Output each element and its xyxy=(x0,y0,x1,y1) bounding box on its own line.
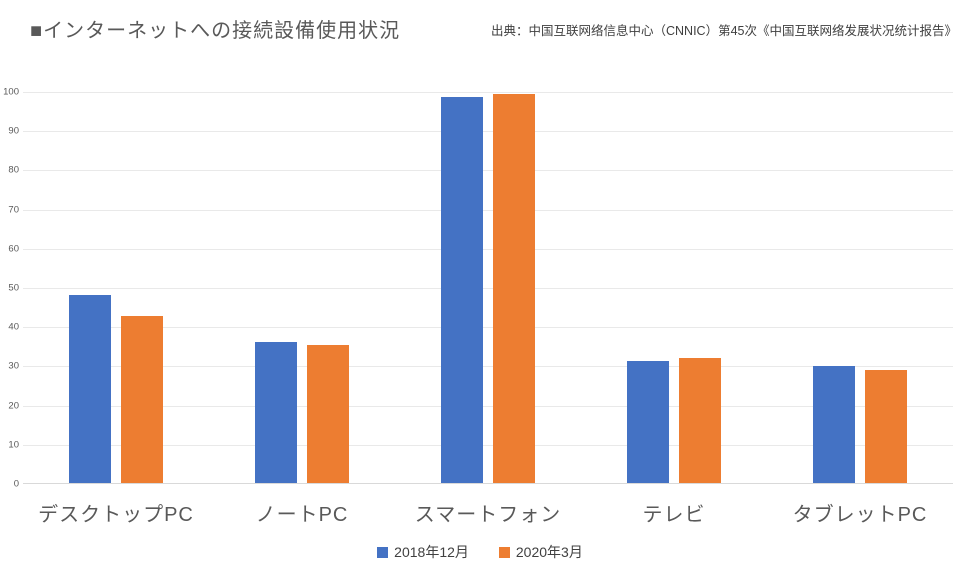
bar-2018年12月-ノートPC xyxy=(255,342,297,483)
legend-item: 2020年3月 xyxy=(498,542,583,562)
gridline xyxy=(23,209,953,211)
category-label: スマートフォン xyxy=(414,504,562,526)
bar-2018年12月-デスクトップPC xyxy=(69,294,111,483)
source-note: 出典：中国互联网络信息中心（CNNIC）第45次《中国互联网络发展状况统计报告》 xyxy=(491,24,957,38)
y-axis-tick-label: 20 xyxy=(8,400,19,412)
category-label: デスクトップPC xyxy=(38,504,194,526)
gridline xyxy=(23,366,953,368)
y-axis-tick-label: 50 xyxy=(8,282,19,294)
category-label: テレビ xyxy=(642,504,706,526)
gridline xyxy=(23,327,953,329)
category-label: ノートPC xyxy=(255,504,349,526)
y-axis-tick-label: 90 xyxy=(8,125,19,137)
legend-label: 2020年3月 xyxy=(515,544,583,560)
bar-2020年3月-スマートフォン xyxy=(493,93,535,483)
category-label: タブレットPC xyxy=(792,504,928,526)
y-axis-tick-label: 40 xyxy=(8,321,19,333)
y-axis-tick-label: 10 xyxy=(8,439,19,451)
legend: 2018年12月 2020年3月 xyxy=(0,542,960,562)
bar-2018年12月-スマートフォン xyxy=(441,96,483,483)
y-axis-tick-label: 0 xyxy=(13,478,19,490)
gridline xyxy=(23,248,953,250)
y-axis-tick-label: 80 xyxy=(8,164,19,176)
bar-2018年12月-テレビ xyxy=(627,361,669,483)
gridline xyxy=(23,131,953,133)
legend-item: 2018年12月 xyxy=(377,542,469,562)
bar-2018年12月-タブレットPC xyxy=(813,366,855,483)
gridline xyxy=(23,444,953,446)
bar-2020年3月-ノートPC xyxy=(307,345,349,483)
gridline xyxy=(23,170,953,172)
legend-swatch-icon xyxy=(377,546,389,558)
y-axis-tick-label: 70 xyxy=(8,204,19,216)
bar-2020年3月-テレビ xyxy=(679,357,721,483)
chart-title: ■インターネットへの接続設備使用状況 xyxy=(30,20,401,42)
y-axis-tick-label: 100 xyxy=(3,86,19,98)
y-axis-tick-label: 60 xyxy=(8,243,19,255)
gridline xyxy=(23,92,953,93)
bar-2020年3月-デスクトップPC xyxy=(121,315,163,483)
bar-2020年3月-タブレットPC xyxy=(865,369,907,483)
gridline xyxy=(23,288,953,289)
plot-area: 0 10 20 30 40 50 60 70 80 90 100 xyxy=(3,87,953,490)
y-axis-tick-label: 30 xyxy=(8,360,19,372)
gridline xyxy=(23,405,953,407)
legend-swatch-icon xyxy=(498,546,510,558)
category-axis: デスクトップPC ノートPC スマートフォン テレビ タブレットPC xyxy=(23,498,953,527)
legend-label: 2018年12月 xyxy=(394,544,469,560)
